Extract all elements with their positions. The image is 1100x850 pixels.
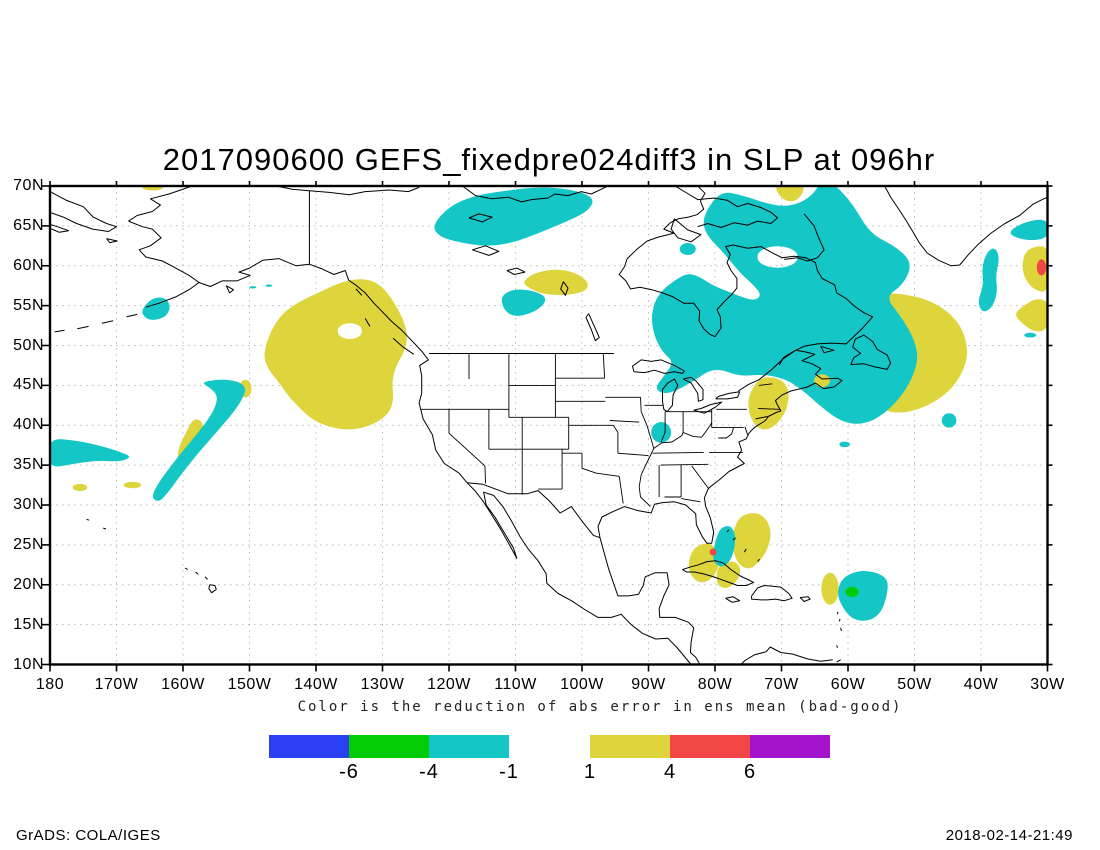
y-tick-label-30N: 30N bbox=[13, 496, 44, 513]
region-hudson-west bbox=[524, 269, 588, 295]
colorbar-segment bbox=[590, 735, 670, 758]
region-speck-150w-57n bbox=[249, 286, 257, 289]
y-tick-label-60N: 60N bbox=[13, 256, 44, 274]
region-arctic-west bbox=[434, 187, 593, 246]
x-tick-label-170W: 170W bbox=[94, 676, 139, 693]
x-tick-label-100W: 100W bbox=[560, 676, 604, 693]
region-speck-147w-57n bbox=[265, 284, 273, 287]
region-pacific-arc bbox=[152, 379, 246, 501]
y-tick-label-25N: 25N bbox=[13, 535, 44, 553]
x-tick-label-130W: 130W bbox=[360, 676, 405, 693]
x-tick-label-180: 180 bbox=[35, 676, 65, 693]
region-midway-dash-2 bbox=[123, 481, 142, 489]
grads-credit: GrADS: COLA/IGES bbox=[16, 827, 161, 844]
y-tick-label-55N: 55N bbox=[13, 296, 44, 314]
y-tick-label-50N: 50N bbox=[13, 336, 44, 354]
region-florida-strait-core bbox=[709, 548, 717, 556]
region-greenland-south-ribbon bbox=[978, 248, 999, 312]
colorbar-segment bbox=[429, 735, 509, 758]
colorbar-label--1: -1 bbox=[499, 761, 519, 783]
region-dateline-35n-band bbox=[50, 439, 130, 467]
x-tick-label-150W: 150W bbox=[227, 676, 272, 693]
region-atlantic-51n-dash bbox=[1024, 332, 1037, 338]
colorbar-caption: Color is the reduction of abs error in e… bbox=[297, 699, 903, 715]
region-aleutian bbox=[142, 297, 170, 320]
plot-timestamp: 2018-02-14-21:49 bbox=[945, 827, 1073, 844]
region-caribbean-east bbox=[838, 571, 888, 621]
coastlines bbox=[50, 186, 1048, 665]
region-bahamas bbox=[732, 513, 771, 569]
colorbar-segment bbox=[349, 735, 429, 758]
colorbar-label-1: 1 bbox=[583, 761, 597, 783]
region-illinois-blob bbox=[651, 422, 672, 443]
region-antilles-63w bbox=[821, 572, 839, 605]
colorbar-segment bbox=[670, 735, 750, 758]
x-tick-label-110W: 110W bbox=[494, 676, 537, 693]
region-atlantic-40n-blob bbox=[941, 413, 957, 428]
y-tick-label-40N: 40N bbox=[13, 416, 44, 434]
contour-fill-regions bbox=[50, 186, 1048, 621]
region-saskatchewan bbox=[501, 289, 546, 316]
region-florida-strait bbox=[713, 526, 736, 567]
region-caribbean-core bbox=[845, 586, 859, 598]
x-tick-label-70W: 70W bbox=[764, 676, 799, 693]
x-tick-label-140W: 140W bbox=[294, 676, 338, 693]
axis-ticks bbox=[42, 181, 1053, 672]
y-tick-label-20N: 20N bbox=[13, 575, 44, 593]
x-tick-label-90W: 90W bbox=[631, 676, 666, 693]
colorbar-bar-positive bbox=[590, 735, 830, 758]
y-tick-label-10N: 10N bbox=[13, 655, 44, 673]
y-tick-label-15N: 15N bbox=[13, 615, 44, 633]
x-tick-label-40W: 40W bbox=[963, 676, 999, 693]
y-tick-label-65N: 65N bbox=[13, 216, 44, 234]
region-atlantic-37n-dash bbox=[839, 441, 850, 448]
colorbar-bar-negative bbox=[269, 735, 509, 758]
x-tick-label-50W: 50W bbox=[897, 676, 932, 693]
state-borders bbox=[420, 353, 780, 507]
x-tick-label-80W: 80W bbox=[697, 676, 733, 693]
x-tick-label-60W: 60W bbox=[830, 676, 866, 693]
region-top-edge-68w bbox=[776, 186, 804, 202]
y-tick-label-35N: 35N bbox=[13, 456, 44, 474]
region-cuba-east bbox=[716, 561, 741, 588]
region-right-edge-53n bbox=[1016, 299, 1048, 332]
colorbar-segment bbox=[269, 735, 349, 758]
region-gulf-st-lawrence-sliver bbox=[814, 374, 831, 387]
y-tick-label-45N: 45N bbox=[13, 376, 44, 394]
region-new-england bbox=[748, 377, 789, 430]
region-right-edge-60n bbox=[1022, 246, 1048, 292]
x-tick-label-30W: 30W bbox=[1030, 676, 1065, 693]
x-tick-label-120W: 120W bbox=[427, 676, 471, 693]
colorbar-label-6: 6 bbox=[743, 761, 757, 783]
x-tick-label-160W: 160W bbox=[161, 676, 205, 693]
colorbar-label--6: -6 bbox=[339, 761, 359, 783]
colorbar-label--4: -4 bbox=[419, 761, 439, 783]
y-tick-label-70N: 70N bbox=[13, 177, 44, 194]
region-right-edge-60n-core bbox=[1036, 259, 1047, 276]
colorbar-label-4: 4 bbox=[663, 761, 677, 783]
colorbar-segment bbox=[750, 735, 830, 758]
plot-title: 2017090600 GEFS_fixedpre024diff3 in SLP … bbox=[162, 142, 936, 177]
region-midway-dash-1 bbox=[72, 483, 88, 492]
region-right-edge-64n-wedge bbox=[1010, 219, 1048, 241]
region-gulf-of-alaska bbox=[264, 279, 407, 430]
